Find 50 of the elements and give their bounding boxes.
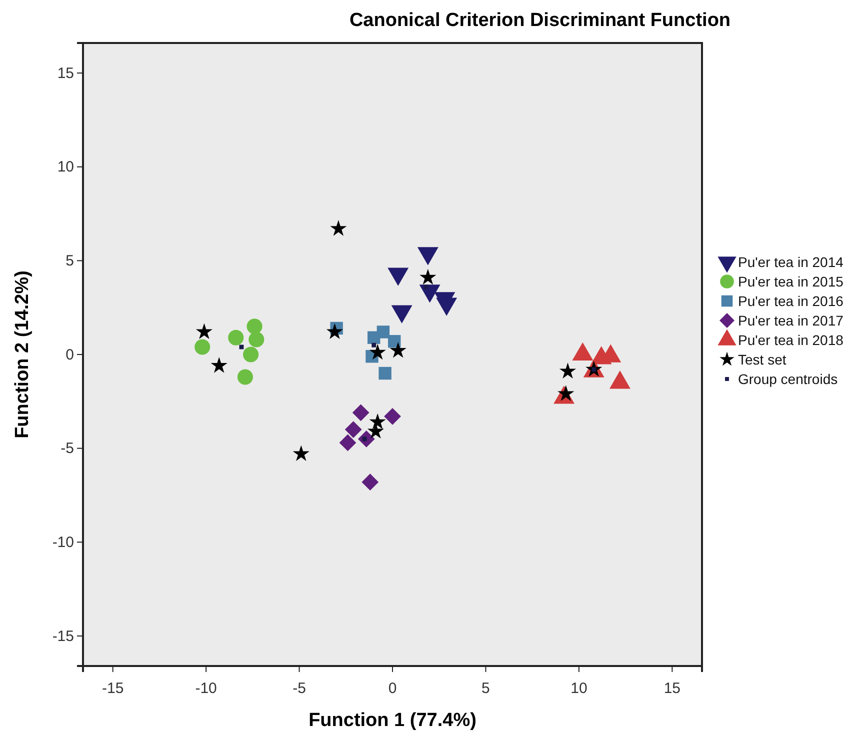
y-tick-label: 10: [57, 158, 74, 176]
point: [372, 342, 376, 348]
x-axis-title: Function 1 (77.4%): [308, 710, 476, 731]
x-tick-label: 15: [664, 680, 681, 697]
y-tick-label: 15: [57, 64, 74, 82]
point: [339, 434, 356, 452]
point: [368, 331, 380, 344]
point: [384, 408, 401, 425]
point: [390, 342, 406, 358]
point: [344, 421, 362, 438]
y-tick-label: 5: [66, 252, 74, 270]
point: [388, 335, 401, 348]
x-tick-label: 5: [482, 680, 490, 697]
point: [420, 268, 436, 285]
point: [369, 413, 386, 430]
point: [559, 362, 576, 378]
point: [369, 344, 386, 360]
point: [362, 474, 379, 491]
x-tick-label: -10: [195, 680, 217, 697]
legend-label: Pu'er tea in 2015: [738, 274, 844, 290]
y-tick-label: -15: [52, 628, 74, 645]
legend-label: Pu'er tea in 2014: [738, 254, 844, 270]
legend-label: Test set: [738, 352, 786, 368]
point: [194, 339, 210, 355]
legend-label: Pu'er tea in 2016: [738, 293, 844, 309]
legend-label: Group centroids: [738, 371, 838, 387]
x-tick-label: 10: [570, 680, 588, 697]
y-tick-label: 0: [66, 346, 74, 364]
point: [292, 445, 310, 462]
y-axis-title: Function 2 (14.2%): [12, 270, 33, 438]
y-tick-label: -10: [52, 534, 74, 551]
point: [196, 323, 212, 340]
legend-label: Pu'er tea in 2018: [738, 332, 844, 348]
point: [243, 346, 259, 362]
x-tick-label: 0: [388, 680, 397, 697]
point: [378, 366, 392, 380]
point: [210, 357, 228, 373]
point: [424, 284, 428, 290]
chart-title: Canonical Criterion Discriminant Function: [349, 10, 731, 31]
point: [330, 220, 347, 236]
point: [246, 318, 262, 334]
x-tick-label: -15: [102, 680, 124, 697]
point: [248, 332, 264, 348]
point: [326, 323, 343, 340]
point: [352, 404, 370, 422]
y-tick-label: -5: [60, 440, 74, 458]
x-tick-label: -5: [292, 680, 306, 697]
point: [228, 330, 244, 346]
legend-label: Pu'er tea in 2017: [738, 312, 844, 328]
point: [237, 369, 253, 385]
